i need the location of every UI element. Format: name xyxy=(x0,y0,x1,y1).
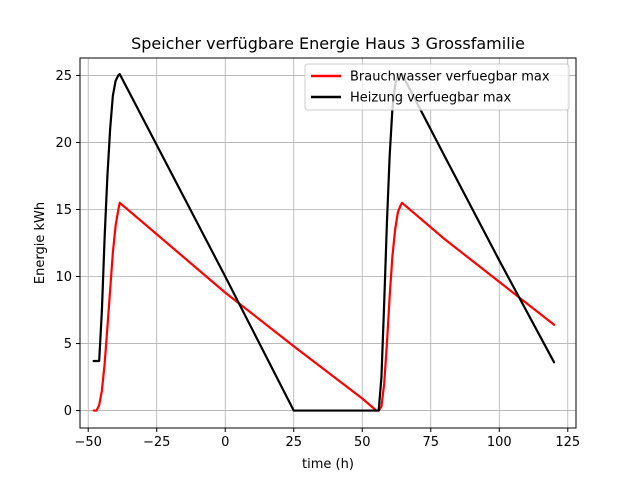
y-tick-label: 20 xyxy=(55,136,72,151)
chart-title: Speicher verfügbare Energie Haus 3 Gross… xyxy=(131,34,525,53)
x-tick-label: 25 xyxy=(285,435,302,450)
x-tick-label: 75 xyxy=(422,435,439,450)
x-tick-label: −25 xyxy=(143,435,170,450)
y-tick-label: 15 xyxy=(55,203,72,218)
legend-box xyxy=(304,63,570,111)
x-tick-label: 100 xyxy=(487,435,512,450)
tick-layer: −50 −25 0 25 50 75 100 125 0 5 10 15 20 25 xyxy=(55,69,580,450)
x-tick-label: 125 xyxy=(555,435,580,450)
x-axis-label: time (h) xyxy=(302,457,354,472)
x-tick-label: 50 xyxy=(354,435,371,450)
x-tick-label: −50 xyxy=(75,435,102,450)
legend: Brauchwasser verfuegbar max Heizung verf… xyxy=(304,63,570,111)
y-tick-label: 0 xyxy=(64,404,72,419)
y-axis-label: Energie kWh xyxy=(33,202,48,284)
y-tick-label: 25 xyxy=(55,69,72,84)
y-tick-label: 10 xyxy=(55,270,72,285)
series-line-brauchwasser xyxy=(92,201,556,412)
y-tick-label: 5 xyxy=(64,337,72,352)
legend-label-heizung: Heizung verfuegbar max xyxy=(350,91,511,106)
plot-frame xyxy=(79,57,577,429)
legend-label-brauchwasser: Brauchwasser verfuegbar max xyxy=(350,70,550,85)
x-tick-label: 0 xyxy=(221,435,229,450)
